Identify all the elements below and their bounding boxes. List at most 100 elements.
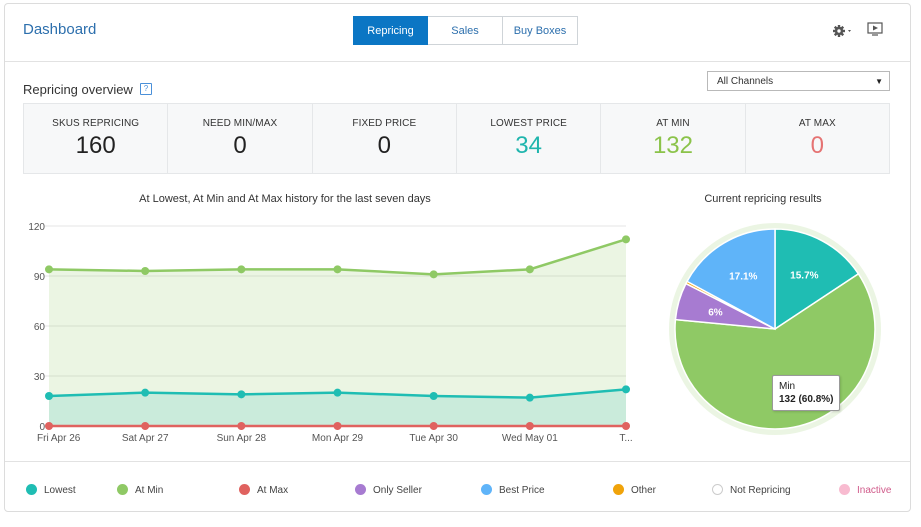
at-min-point[interactable] (333, 265, 342, 274)
at-min-point[interactable] (237, 265, 246, 274)
pie-slice-lowest[interactable] (774, 228, 860, 331)
y-tick-label: 90 (34, 272, 46, 283)
chart-legend: Lowest At Min At Max Only Seller Best Price O… (5, 484, 910, 498)
at-min-point[interactable] (429, 270, 438, 279)
at-max-point[interactable] (525, 422, 534, 430)
stat-label: FIXED PRICE (352, 118, 417, 129)
y-tick-label: 120 (28, 222, 45, 233)
y-tick-label: 0 (39, 422, 45, 433)
tooltip-name: Min (779, 381, 796, 392)
legend-label: Not Repricing (730, 485, 791, 496)
stat-at-min[interactable]: AT MIN 132 (601, 104, 746, 173)
x-tick-label: Fri Apr 26 (37, 433, 81, 444)
tab-repricing[interactable]: Repricing (353, 16, 428, 45)
legend-item-only-seller[interactable]: Only Seller (355, 484, 422, 498)
x-tick-label: Mon Apr 29 (312, 433, 364, 444)
stat-value: 0 (377, 132, 391, 159)
x-tick-label: Sat Apr 27 (122, 433, 169, 444)
channel-select-value: All Channels (717, 76, 774, 87)
legend-item-lowest[interactable]: Lowest (26, 484, 76, 498)
at-max-point[interactable] (141, 422, 150, 430)
legend-label: Only Seller (373, 485, 422, 496)
pie-slice-label: 6% (708, 308, 723, 319)
lowest-point[interactable] (333, 388, 342, 397)
legend-bar: Lowest At Min At Max Only Seller Best Price O… (5, 461, 910, 514)
legend-dot-icon (239, 484, 250, 495)
legend-label: Best Price (499, 485, 545, 496)
at-min-area (49, 239, 626, 426)
y-tick-label: 60 (34, 322, 46, 333)
pie-slice-label: 17.1% (729, 272, 757, 283)
stat-need-min-max[interactable]: NEED MIN/MAX 0 (168, 104, 313, 173)
legend-item-other[interactable]: Other (613, 484, 656, 498)
stat-label: AT MAX (798, 118, 836, 129)
at-max-point[interactable] (333, 422, 342, 430)
dashboard-panel: Dashboard Repricing Sales Buy Boxes Repr… (4, 3, 911, 512)
stat-at-max[interactable]: AT MAX 0 (746, 104, 889, 173)
lowest-point[interactable] (141, 388, 150, 397)
lowest-point[interactable] (429, 392, 438, 400)
at-max-point[interactable] (237, 422, 246, 430)
stat-value: 160 (75, 132, 116, 159)
pie-tooltip: Min 132 (60.8%) (772, 375, 841, 411)
tooltip-value: 132 (60.8%) (779, 394, 834, 405)
legend-dot-icon (26, 484, 37, 495)
line-chart-title: At Lowest, At Min and At Max history for… (139, 193, 431, 205)
dropdown-caret-icon: ▼ (875, 77, 883, 86)
legend-label: At Max (257, 485, 289, 496)
channel-select[interactable]: All Channels ▼ (707, 71, 890, 91)
gear-icon[interactable] (833, 23, 855, 39)
legend-dot-icon (117, 484, 128, 495)
stats-bar: SKUS REPRICING 160 NEED MIN/MAX 0 FIXED … (23, 103, 890, 174)
x-tick-label: T... (619, 433, 632, 444)
overview-title: Repricing overview (23, 82, 133, 97)
stat-skus-repricing[interactable]: SKUS REPRICING 160 (24, 104, 169, 173)
lowest-point[interactable] (525, 393, 534, 402)
stat-fixed-price[interactable]: FIXED PRICE 0 (313, 104, 457, 173)
pie-slice-label: 15.7% (790, 270, 818, 281)
stat-value: 34 (515, 132, 542, 159)
pie-slice-best-price[interactable] (686, 228, 776, 331)
view-tabs: Repricing Sales Buy Boxes (353, 16, 578, 45)
legend-dot-icon (355, 484, 366, 495)
x-tick-label: Tue Apr 30 (409, 433, 458, 444)
at-min-point[interactable] (45, 265, 53, 274)
presentation-icon[interactable] (867, 22, 883, 36)
stat-value: 0 (810, 132, 824, 159)
legend-item-inactive[interactable]: Inactive (839, 484, 891, 498)
legend-item-not-repricing[interactable]: Not Repricing (712, 484, 791, 498)
at-max-point[interactable] (45, 422, 53, 430)
at-min-point[interactable] (141, 267, 150, 275)
lowest-point[interactable] (45, 392, 53, 400)
tab-sales[interactable]: Sales (428, 16, 503, 45)
page-title: Dashboard (23, 21, 97, 38)
history-line-chart: 0 30 60 90 120 Fri Apr 26 Sat Apr 27 Sun Apr 28… (28, 222, 632, 444)
legend-dot-icon (839, 484, 850, 495)
at-max-point[interactable] (622, 422, 630, 430)
legend-item-at-max[interactable]: At Max (239, 484, 288, 498)
stat-label: AT MIN (656, 118, 690, 129)
at-min-point[interactable] (622, 235, 630, 244)
lowest-area (49, 389, 626, 426)
at-min-point[interactable] (525, 265, 534, 274)
stat-label: SKUS REPRICING (52, 118, 140, 129)
stat-value: 132 (652, 132, 693, 159)
at-max-point[interactable] (429, 422, 438, 430)
legend-dot-icon (481, 484, 492, 495)
stat-value: 0 (233, 132, 247, 159)
legend-dot-icon (613, 484, 624, 495)
stat-label: LOWEST PRICE (490, 118, 567, 129)
legend-label: Lowest (44, 485, 76, 496)
help-icon[interactable]: ? (140, 83, 152, 95)
lowest-point[interactable] (622, 385, 630, 394)
pie-chart-title: Current repricing results (704, 193, 822, 205)
stat-lowest-price[interactable]: LOWEST PRICE 34 (457, 104, 602, 173)
legend-label: Inactive (857, 485, 892, 496)
legend-dot-icon (712, 484, 723, 495)
legend-item-best-price[interactable]: Best Price (481, 484, 545, 498)
legend-item-at-min[interactable]: At Min (117, 484, 163, 498)
tab-buy-boxes[interactable]: Buy Boxes (503, 16, 578, 45)
x-tick-label: Wed May 01 (502, 433, 558, 444)
y-tick-label: 30 (34, 372, 46, 383)
lowest-point[interactable] (237, 390, 246, 399)
